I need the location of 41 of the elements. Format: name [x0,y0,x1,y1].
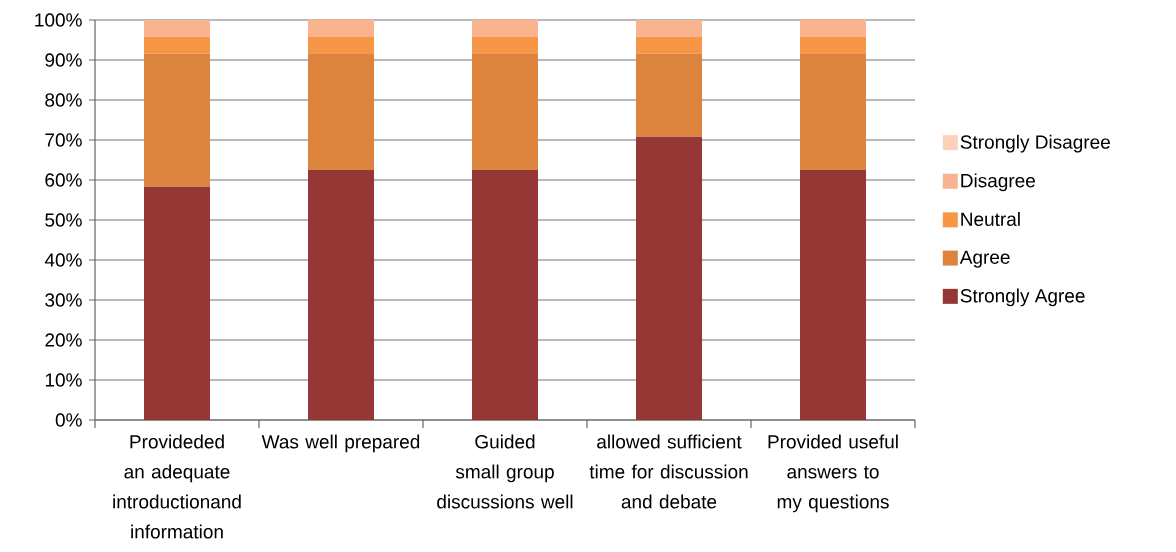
y-tick-label: 0% [55,413,82,427]
y-tick-label: 20% [45,333,82,347]
y-tick-label: 70% [45,133,82,147]
bar [800,170,867,420]
y-tick-label: 60% [45,173,82,187]
y-tick-label: 100% [35,13,82,27]
y-tick-label: 40% [44,253,82,267]
x-tick-label: Guided small group discussions well [437,434,573,509]
bar [800,53,867,170]
bar [472,19,538,37]
bar [472,170,538,420]
y-tick-label: 30% [45,293,82,307]
legend-label: Strongly Agree [960,288,1085,307]
bar [800,36,867,54]
y-tick-label: 90% [45,53,82,67]
bar [308,170,374,420]
bar [636,136,703,420]
bar [308,19,374,37]
bar [472,53,538,170]
legend-label: Strongly Disagree [960,134,1110,153]
x-tick-label: Provided useful answers to my questions [768,434,898,513]
x-tick-label: Was well prepared [261,434,420,453]
legend-label: Neutral [961,212,1020,226]
bar [144,186,210,420]
bar [800,19,867,37]
x-tick-label: allowed sufficient time for discussion and debate [589,434,748,509]
bar [144,53,210,187]
bar [472,36,538,54]
bar [636,36,703,54]
bar [144,20,210,37]
bar [144,36,210,54]
bar [636,53,703,137]
bar [308,53,374,170]
y-tick-label: 50% [45,213,82,227]
x-tick-label: Provideded an adequate introductionand information [113,434,241,539]
y-tick-label: 10% [45,373,82,387]
legend-label: Disagree [961,173,1035,192]
y-tick-label: 80% [45,93,82,107]
bar [308,36,374,54]
legend-label: Agree [959,250,1010,268]
bar [636,20,703,37]
